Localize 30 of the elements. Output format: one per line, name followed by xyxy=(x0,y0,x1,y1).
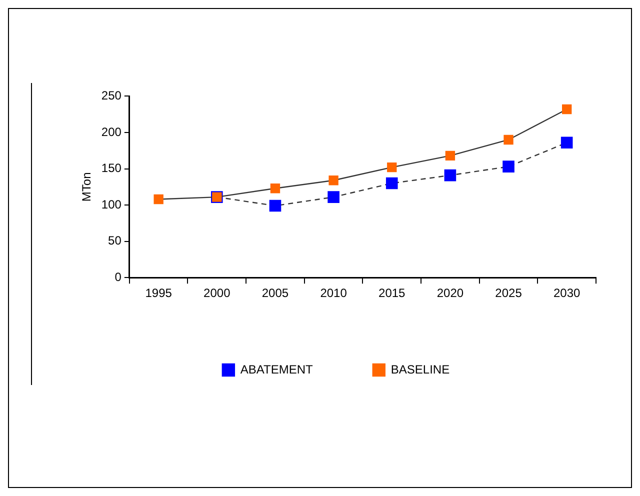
y-tick-label: 0 xyxy=(114,270,122,284)
point xyxy=(387,162,397,172)
x-tick-label: 2005 xyxy=(262,286,289,300)
y-tick-label: 100 xyxy=(101,197,122,212)
y-tick-label: 50 xyxy=(108,234,122,248)
y-tick-label: 150 xyxy=(101,161,122,176)
point xyxy=(328,191,340,203)
point xyxy=(328,176,338,186)
y-tick-label: 200 xyxy=(101,124,122,139)
point xyxy=(444,169,456,182)
point xyxy=(269,200,282,212)
x-tick-label: 2015 xyxy=(378,286,406,300)
point xyxy=(562,104,572,114)
legend-label: ABATEMENT xyxy=(240,362,314,376)
legend-label: BASELINE xyxy=(390,362,450,376)
y-tick-label: 250 xyxy=(101,88,122,103)
point xyxy=(504,134,514,145)
x-tick-label: 2025 xyxy=(495,286,522,300)
point xyxy=(154,194,164,204)
x-tick-label: 1995 xyxy=(145,286,172,300)
x-tick-label: 2010 xyxy=(320,286,348,300)
point xyxy=(445,150,456,161)
x-tick-label: 2030 xyxy=(553,286,581,300)
point xyxy=(270,184,280,194)
x-tick-label: 2020 xyxy=(436,286,464,300)
x-tick-label: 2000 xyxy=(204,286,231,300)
point xyxy=(502,160,514,172)
y-axis-title: MTon xyxy=(80,172,94,202)
point xyxy=(386,177,398,190)
point xyxy=(560,136,573,149)
